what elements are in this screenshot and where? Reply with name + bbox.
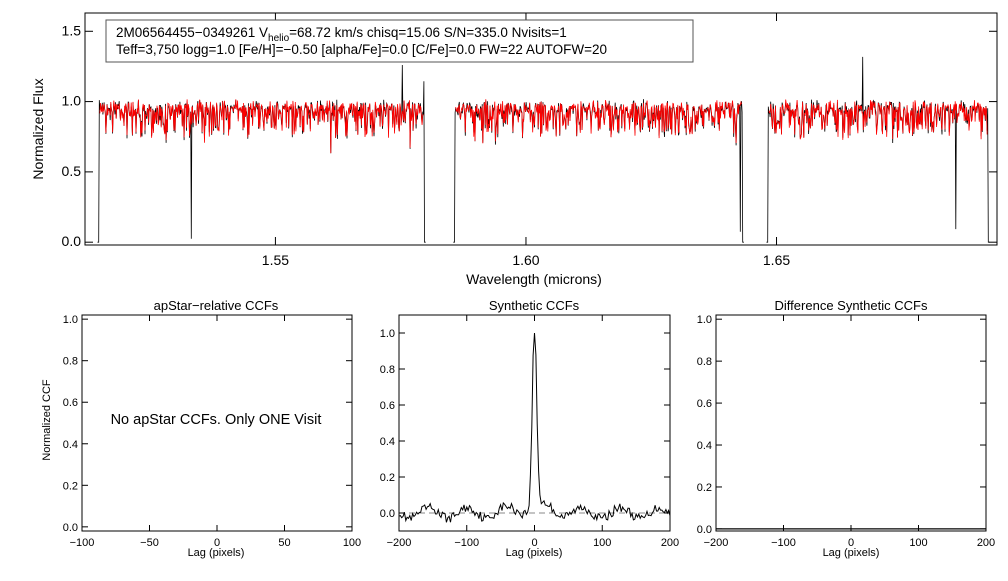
x-tick-label: 200 xyxy=(977,537,995,549)
x-tick-label: 100 xyxy=(343,537,361,549)
y-tick-label: 0.4 xyxy=(697,440,712,452)
x-tick-label: 1.55 xyxy=(262,252,289,268)
y-tick-label: 0.5 xyxy=(62,163,82,179)
annotation-line2: Teff=3,750 logg=1.0 [Fe/H]=−0.50 [alpha/… xyxy=(116,42,607,57)
y-tick-label: 1.0 xyxy=(380,328,395,340)
synthetic-ccf-panel: Synthetic CCFs −200 −100 0 100 200 0.0 0.2 0.4 0… xyxy=(380,298,679,559)
spectrum-observed-line xyxy=(766,56,990,243)
x-tick-label: 1.65 xyxy=(763,252,790,268)
synthetic-ccf-frame xyxy=(398,314,671,532)
spectrum-lines xyxy=(97,56,990,243)
difference-ccf-frame xyxy=(715,314,987,532)
x-tick-label: −100 xyxy=(454,537,479,549)
apstar-ccf-title: apStar−relative CCFs xyxy=(154,298,279,313)
y-tick-label: 0.6 xyxy=(380,400,395,412)
x-tick-label: 50 xyxy=(278,537,290,549)
spectrum-model-line xyxy=(455,99,742,144)
x-tick-label: 0 xyxy=(531,537,537,549)
x-tick-label: −200 xyxy=(704,537,729,549)
x-tick-label: −50 xyxy=(140,537,159,549)
x-tick-label: −200 xyxy=(387,537,412,549)
y-tick-label: 0.2 xyxy=(697,482,712,494)
annotation-line1-sub: helio xyxy=(268,33,290,44)
spectrum-model-line xyxy=(99,99,424,154)
y-tick-label: 0.0 xyxy=(697,524,712,536)
y-tick-label: 0.4 xyxy=(63,439,78,451)
apstar-ccf-message: No apStar CCFs. Only ONE Visit xyxy=(111,412,322,428)
y-tick-label: 1.5 xyxy=(62,22,82,38)
y-tick-label: 0.2 xyxy=(380,472,395,484)
y-tick-label: 0.8 xyxy=(697,356,712,368)
y-tick-label: 1.0 xyxy=(697,314,712,326)
spectrum-model-line xyxy=(768,99,988,140)
spectrum-frame xyxy=(84,12,998,246)
annotation-line1-b: =68.72 km/s chisq=15.06 S/N=335.0 Nvisit… xyxy=(289,25,567,40)
apstar-ccf-ylabel: Normalized CCF xyxy=(41,379,53,461)
x-tick-label: 0 xyxy=(214,537,220,549)
annotation-box xyxy=(105,19,694,63)
y-tick-label: 0.0 xyxy=(62,233,82,249)
annotation-line1-a: 2M06564455−0349261 V xyxy=(116,25,268,40)
x-tick-label: 200 xyxy=(661,537,679,549)
y-tick-label: 0.6 xyxy=(63,397,78,409)
x-tick-label: 1.60 xyxy=(512,252,539,268)
apstar-ccf-panel: apStar−relative CCFs −100 −50 0 50 100 0.0 0.2… xyxy=(41,298,361,559)
synthetic-ccf-xlabel: Lag (pixels) xyxy=(506,547,563,559)
difference-ccf-panel: Difference Synthetic CCFs −200 −100 0 100 20… xyxy=(697,298,995,559)
spectrum-xlabel: Wavelength (microns) xyxy=(466,271,602,287)
y-tick-label: 1.0 xyxy=(63,314,78,326)
spectrum-axis-ticks: 1.55 1.60 1.65 0.0 0.5 1.0 1.5 xyxy=(62,13,997,268)
x-tick-label: −100 xyxy=(771,537,796,549)
y-tick-label: 0.4 xyxy=(380,436,395,448)
x-tick-label: 100 xyxy=(909,537,927,549)
synthetic-ccf-axis-ticks: −200 −100 0 100 200 0.0 0.2 0.4 0.6 0.8 1.0 xyxy=(380,315,679,549)
apstar-ccf-xlabel: Lag (pixels) xyxy=(188,547,245,559)
y-tick-label: 1.0 xyxy=(62,93,82,109)
y-tick-label: 0.6 xyxy=(697,398,712,410)
y-tick-label: 0.8 xyxy=(380,364,395,376)
x-tick-label: −100 xyxy=(70,537,95,549)
spectrum-panel: 1.55 1.60 1.65 0.0 0.5 1.0 1.5 Wavelength (mic… xyxy=(30,12,998,287)
spectrum-ylabel: Normalized Flux xyxy=(30,78,46,179)
apstar-ccf-axis-ticks: −100 −50 0 50 100 0.0 0.2 0.4 0.6 0.8 1.0 xyxy=(63,314,361,549)
y-tick-label: 0.8 xyxy=(63,356,78,368)
spectrum-observed-line xyxy=(97,64,426,243)
x-tick-label: 100 xyxy=(593,537,611,549)
synthetic-ccf-line xyxy=(398,332,671,523)
x-tick-label: 0 xyxy=(848,537,854,549)
y-tick-label: 0.2 xyxy=(63,480,78,492)
annotation-line1: 2M06564455−0349261 Vhelio=68.72 km/s chi… xyxy=(116,25,567,44)
synthetic-ccf-lines xyxy=(398,332,671,523)
y-tick-label: 0.0 xyxy=(63,522,78,534)
synthetic-ccf-title: Synthetic CCFs xyxy=(489,298,580,313)
difference-ccf-axis-ticks: −200 −100 0 100 200 0.0 0.2 0.4 0.6 0.8 1.0 xyxy=(697,314,995,549)
difference-ccf-xlabel: Lag (pixels) xyxy=(823,547,880,559)
difference-ccf-title: Difference Synthetic CCFs xyxy=(775,298,928,313)
y-tick-label: 0.0 xyxy=(380,508,395,520)
